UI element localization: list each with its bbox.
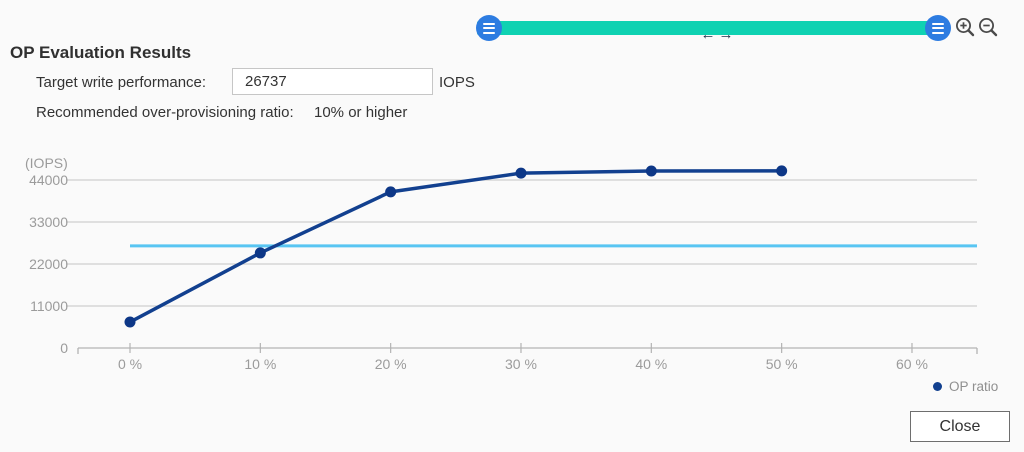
x-tick-label: 50 % bbox=[766, 356, 798, 372]
y-tick-label: 0 bbox=[60, 340, 68, 356]
range-slider-track[interactable]: ← → bbox=[477, 21, 948, 42]
x-tick-label: 30 % bbox=[505, 356, 537, 372]
y-tick-label: 11000 bbox=[30, 298, 68, 314]
op-ratio-line bbox=[128, 169, 784, 324]
x-tick-label: 0 % bbox=[118, 356, 142, 372]
recommended-ratio-value: 10% or higher bbox=[314, 104, 408, 121]
op-ratio-point bbox=[776, 165, 788, 177]
iops-unit-label: IOPS bbox=[439, 74, 475, 91]
zoom-in-icon[interactable] bbox=[954, 16, 977, 39]
op-ratio-legend-dot-icon bbox=[933, 382, 942, 391]
pan-arrows-icon[interactable]: ← → bbox=[694, 24, 740, 44]
arrow-left-icon: ← bbox=[700, 25, 716, 43]
op-ratio-point bbox=[515, 167, 527, 179]
drag-handle-icon bbox=[483, 22, 495, 25]
y-tick-label: 44000 bbox=[29, 172, 68, 188]
x-tick-label: 10 % bbox=[244, 356, 276, 372]
op-ratio-point bbox=[645, 165, 657, 177]
chart-legend: OP ratio bbox=[933, 379, 998, 394]
op-evaluation-chart: (IOPS) 0 11000 22000 33000 44000 0 % 10 % 20 % 30… bbox=[25, 155, 978, 372]
op-ratio-point bbox=[124, 316, 136, 328]
arrow-right-icon: → bbox=[718, 25, 734, 43]
slider-left-handle[interactable] bbox=[476, 15, 502, 41]
zoom-out-icon[interactable] bbox=[977, 16, 1000, 39]
x-tick-label: 20 % bbox=[375, 356, 407, 372]
op-ratio-point bbox=[385, 186, 397, 198]
recommended-ratio-label: Recommended over-provisioning ratio: bbox=[36, 104, 294, 121]
slider-right-handle[interactable] bbox=[925, 15, 951, 41]
x-tick-label: 60 % bbox=[896, 356, 928, 372]
close-button[interactable]: Close bbox=[910, 411, 1010, 442]
target-write-performance-label: Target write performance: bbox=[36, 74, 207, 91]
page-title: OP Evaluation Results bbox=[10, 43, 192, 62]
drag-handle-icon bbox=[932, 22, 944, 25]
y-axis-unit-label: (IOPS) bbox=[25, 155, 68, 171]
op-ratio-legend-label: OP ratio bbox=[949, 379, 999, 394]
target-write-performance-input[interactable] bbox=[232, 68, 433, 95]
y-tick-label: 33000 bbox=[29, 214, 68, 230]
y-tick-label: 22000 bbox=[29, 256, 68, 272]
x-tick-label: 40 % bbox=[635, 356, 667, 372]
op-ratio-point bbox=[254, 247, 266, 259]
